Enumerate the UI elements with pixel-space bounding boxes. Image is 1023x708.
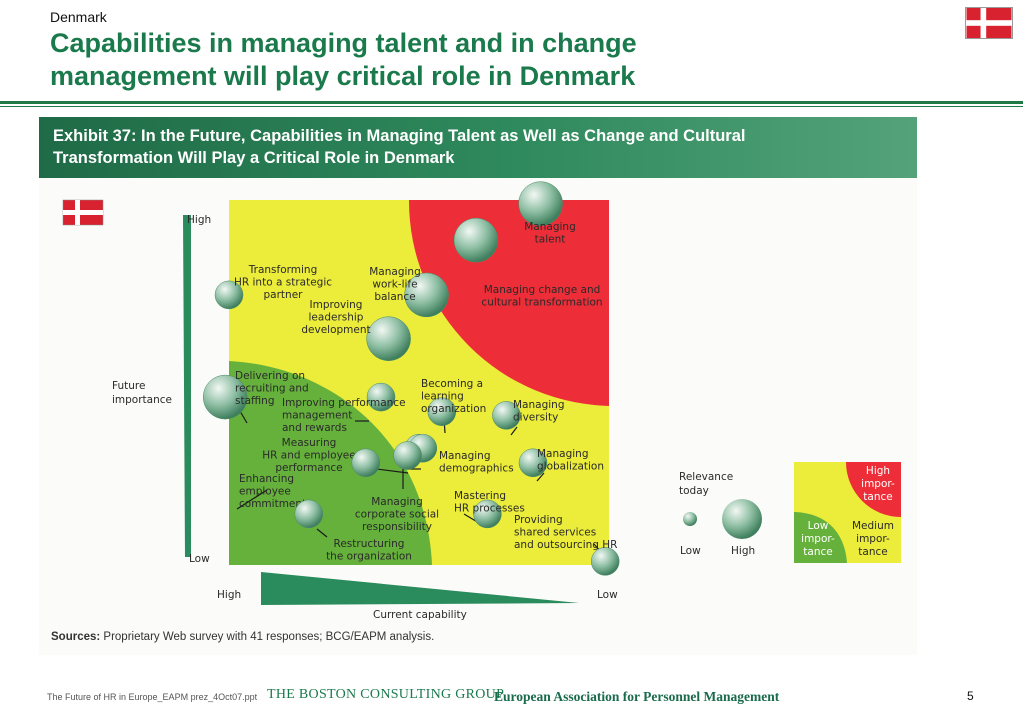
bubble-point — [404, 272, 449, 318]
legend-low-bubble — [683, 512, 697, 526]
bubble-label: Managing diversity — [513, 399, 565, 424]
legend-zone-low — [794, 512, 847, 563]
bcg-logo: THE BOSTON CONSULTING GROUP — [267, 687, 505, 702]
legend-zone-high — [846, 462, 901, 517]
bubble-label: Managing talent — [524, 221, 576, 246]
bubble-leader-line — [510, 426, 518, 436]
legend-title: Relevance today — [679, 471, 733, 497]
legend-high-label: High — [731, 545, 755, 557]
bubble-point — [351, 448, 381, 478]
exhibit-title-line-1: Exhibit 37: In the Future, Capabilities … — [53, 127, 746, 145]
sources-label: Sources: — [51, 631, 101, 643]
legend-high-bubble — [722, 499, 762, 539]
y-axis-wedge — [183, 215, 191, 557]
bubble-point — [393, 441, 422, 470]
bubble-label: Delivering on recruiting and staffing — [235, 370, 309, 407]
x-axis-wedge — [261, 572, 579, 605]
bubble-label: Transforming HR into a strategic partner — [234, 264, 332, 301]
bubble-point — [366, 382, 396, 412]
legend-zone-high-label: High impor-tance — [861, 465, 895, 503]
bubble-label: Measuring HR and employee performance — [262, 437, 355, 474]
bubble-point — [518, 181, 563, 226]
exhibit: Exhibit 37: In the Future, Capabilities … — [39, 117, 917, 655]
eapm-name: European Association for Personnel Manag… — [494, 689, 780, 704]
header-rule-thin — [0, 106, 1023, 107]
exhibit-title-line-2: Transformation Will Play a Critical Role… — [53, 149, 455, 167]
bubble-point — [453, 217, 499, 263]
bubble-point — [590, 547, 620, 576]
matrix-chart: High Low Future importance High Low Current ca… — [62, 181, 901, 621]
bubble-label: Managing demographics — [439, 450, 514, 475]
bubble-point — [294, 499, 324, 529]
bubble-point — [366, 316, 411, 361]
sources-note: Sources: Proprietary Web survey with 41 … — [51, 631, 434, 643]
bubble-point — [427, 397, 457, 426]
page-number: 5 — [967, 689, 974, 703]
legend-zone-medium-label: Medium impor-tance — [852, 520, 894, 558]
bubble-label: Managing change and cultural transformati… — [481, 284, 602, 309]
y-axis-high-label: High — [187, 214, 211, 226]
sources-text: Proprietary Web survey with 41 responses… — [100, 631, 435, 643]
bubble-label: Enhancing employee commitment — [239, 473, 306, 510]
bubble-leader-line — [316, 528, 328, 538]
header-rule — [0, 101, 1023, 104]
bubble-point — [214, 280, 244, 310]
flag-cross-horizontal — [63, 210, 103, 215]
bubble-label: Managing globalization — [537, 448, 604, 473]
legend-low-label: Low — [680, 545, 701, 557]
bubble-label: Mastering HR processes — [454, 490, 525, 515]
bubble-label: Improving leadership development — [301, 299, 370, 336]
title-line-2: management will play critical role in De… — [50, 61, 636, 91]
denmark-flag-icon — [62, 199, 104, 226]
bubble-point — [473, 499, 502, 529]
footer-filename: The Future of HR in Europe_EAPM prez_4Oc… — [47, 692, 258, 702]
y-axis-low-label: Low — [189, 553, 210, 565]
country-label: Denmark — [50, 9, 107, 25]
bubble-label: Becoming a learning organization — [421, 378, 486, 415]
title-line-1: Capabilities in managing talent and in c… — [50, 28, 637, 58]
x-axis-low-label: Low — [597, 589, 618, 601]
zone-low-importance — [229, 361, 432, 565]
bubble-label: Managing work-life balance — [369, 266, 421, 303]
bubble-label: Managing corporate social responsibility — [355, 496, 439, 533]
legend-zone-low-label: Low impor-tance — [801, 520, 835, 558]
bubble-label: Providing shared services and outsourcing … — [514, 514, 617, 551]
bubble-point — [518, 448, 548, 478]
y-axis-title: Future importance — [112, 380, 172, 406]
exhibit-title: Exhibit 37: In the Future, Capabilities … — [39, 117, 917, 178]
bubble-leader-line — [236, 489, 268, 510]
bubble-label: Restructuring the organization — [326, 538, 412, 563]
x-axis-title: Current capability — [373, 609, 467, 621]
bubble-leader-line — [536, 472, 545, 482]
page-title: Capabilities in managing talent and in c… — [50, 27, 810, 93]
x-axis-high-label: High — [217, 589, 241, 601]
denmark-flag-icon — [965, 7, 1013, 39]
bubble-point — [202, 374, 248, 420]
bubble-label: Improving performance management and rewar… — [282, 397, 406, 434]
bubble-point — [492, 401, 521, 430]
